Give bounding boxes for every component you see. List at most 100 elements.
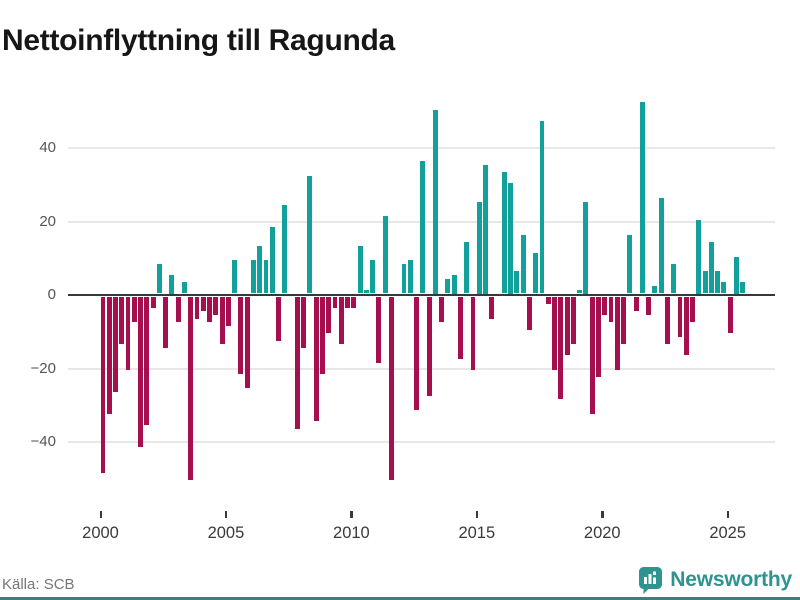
brand-logo: Newsworthy — [638, 566, 792, 594]
bar-2013Q1 — [426, 296, 432, 396]
x-axis-label: 2025 — [709, 524, 747, 542]
bar-2001Q2 — [131, 296, 137, 323]
bar-2014Q3 — [464, 242, 470, 294]
bar-2011Q1 — [376, 296, 382, 363]
bar-2025Q3 — [740, 282, 746, 294]
bar-2013Q3 — [439, 296, 445, 323]
bar-2000Q2 — [106, 296, 112, 415]
bar-2009Q3 — [338, 296, 344, 345]
bar-2003Q1 — [175, 296, 181, 323]
bar-2017Q4 — [545, 296, 551, 304]
bar-2017Q3 — [539, 120, 545, 294]
bar-2005Q1 — [225, 296, 231, 326]
bar-2013Q4 — [445, 278, 451, 294]
bar-2020Q4 — [621, 296, 626, 345]
bar-2005Q3 — [238, 296, 244, 374]
bar-2020Q3 — [614, 296, 620, 370]
bar-2014Q2 — [458, 296, 463, 359]
bar-2024Q1 — [702, 271, 708, 294]
bar-2001Q3 — [138, 296, 144, 448]
bar-2003Q2 — [182, 282, 187, 294]
bar-2006Q1 — [251, 260, 256, 294]
bar-2007Q2 — [282, 205, 288, 294]
bar-2019Q2 — [583, 201, 589, 294]
bar-2023Q3 — [690, 296, 695, 323]
bar-2023Q1 — [677, 296, 683, 337]
bar-2000Q1 — [100, 296, 106, 473]
bar-2001Q4 — [144, 296, 150, 426]
zero-axis-line — [68, 293, 775, 296]
x-axis-tick — [726, 511, 730, 518]
bar-2001Q1 — [125, 296, 131, 370]
x-axis-label: 2015 — [458, 524, 496, 542]
bar-2009Q1 — [326, 296, 332, 334]
bar-2024Q3 — [715, 271, 721, 294]
gridline — [68, 147, 775, 149]
bar-2011Q2 — [382, 216, 388, 294]
bar-2018Q3 — [564, 296, 570, 356]
bar-2014Q4 — [470, 296, 476, 370]
bar-2002Q1 — [150, 296, 156, 308]
bar-2022Q4 — [671, 264, 677, 294]
x-axis-label: 2020 — [583, 524, 621, 542]
bar-2023Q4 — [696, 220, 702, 294]
bar-2004Q4 — [219, 296, 225, 345]
bottom-accent-rule — [0, 597, 800, 600]
y-axis-label: −40 — [30, 433, 56, 450]
bar-2012Q4 — [420, 161, 426, 294]
bar-2019Q4 — [595, 296, 601, 378]
y-axis-label: 20 — [39, 212, 56, 230]
bar-2009Q2 — [332, 296, 338, 308]
bar-2021Q2 — [633, 296, 639, 312]
bar-2016Q3 — [514, 271, 520, 294]
bar-2011Q3 — [389, 296, 394, 481]
y-axis-label: 40 — [39, 139, 56, 156]
bar-2014Q1 — [451, 275, 457, 294]
bar-2008Q3 — [313, 296, 319, 422]
bar-2024Q4 — [721, 282, 727, 294]
y-axis-label: −20 — [30, 359, 56, 377]
bar-2009Q4 — [345, 296, 350, 308]
page-title: Nettoinflyttning till Ragunda — [2, 24, 395, 58]
bar-2017Q2 — [533, 253, 539, 294]
bar-2007Q1 — [276, 296, 281, 341]
bar-2022Q1 — [652, 286, 658, 294]
bar-2002Q3 — [163, 296, 169, 348]
bar-2015Q1 — [476, 201, 482, 294]
bar-2006Q3 — [263, 260, 269, 294]
y-axis-label: 0 — [47, 286, 56, 303]
bar-2021Q1 — [627, 234, 633, 294]
brand-name: Newsworthy — [670, 568, 792, 591]
x-axis-tick — [99, 511, 102, 518]
bar-2019Q1 — [577, 289, 583, 294]
bar-2003Q4 — [194, 296, 200, 319]
bar-2010Q3 — [363, 289, 369, 294]
bar-2025Q1 — [727, 296, 733, 334]
bar-2020Q2 — [608, 296, 614, 323]
bar-2005Q2 — [232, 260, 238, 294]
bar-2024Q2 — [708, 242, 714, 294]
bar-2010Q4 — [370, 260, 376, 294]
bar-2010Q1 — [351, 296, 357, 308]
bar-2000Q3 — [113, 296, 118, 393]
bar-2008Q4 — [320, 296, 325, 374]
gridline — [68, 441, 775, 443]
bar-2004Q1 — [200, 296, 206, 312]
bar-2018Q4 — [570, 296, 576, 345]
x-axis-label: 2010 — [333, 524, 370, 542]
x-axis-label: 2005 — [207, 524, 245, 542]
x-axis-tick — [475, 511, 479, 518]
bar-2017Q1 — [526, 296, 532, 330]
x-axis-tick — [224, 511, 228, 518]
bar-2004Q2 — [207, 296, 212, 323]
bar-2016Q2 — [508, 183, 514, 294]
bar-2008Q1 — [301, 296, 307, 348]
source-label: Källa: SCB — [2, 576, 75, 593]
bar-2016Q1 — [501, 172, 507, 294]
bar-2000Q4 — [119, 296, 125, 345]
bar-2010Q2 — [357, 245, 363, 294]
bar-2015Q2 — [483, 164, 488, 294]
bar-2015Q3 — [489, 296, 495, 319]
bar-2025Q2 — [733, 256, 739, 294]
bar-2002Q4 — [169, 275, 175, 294]
